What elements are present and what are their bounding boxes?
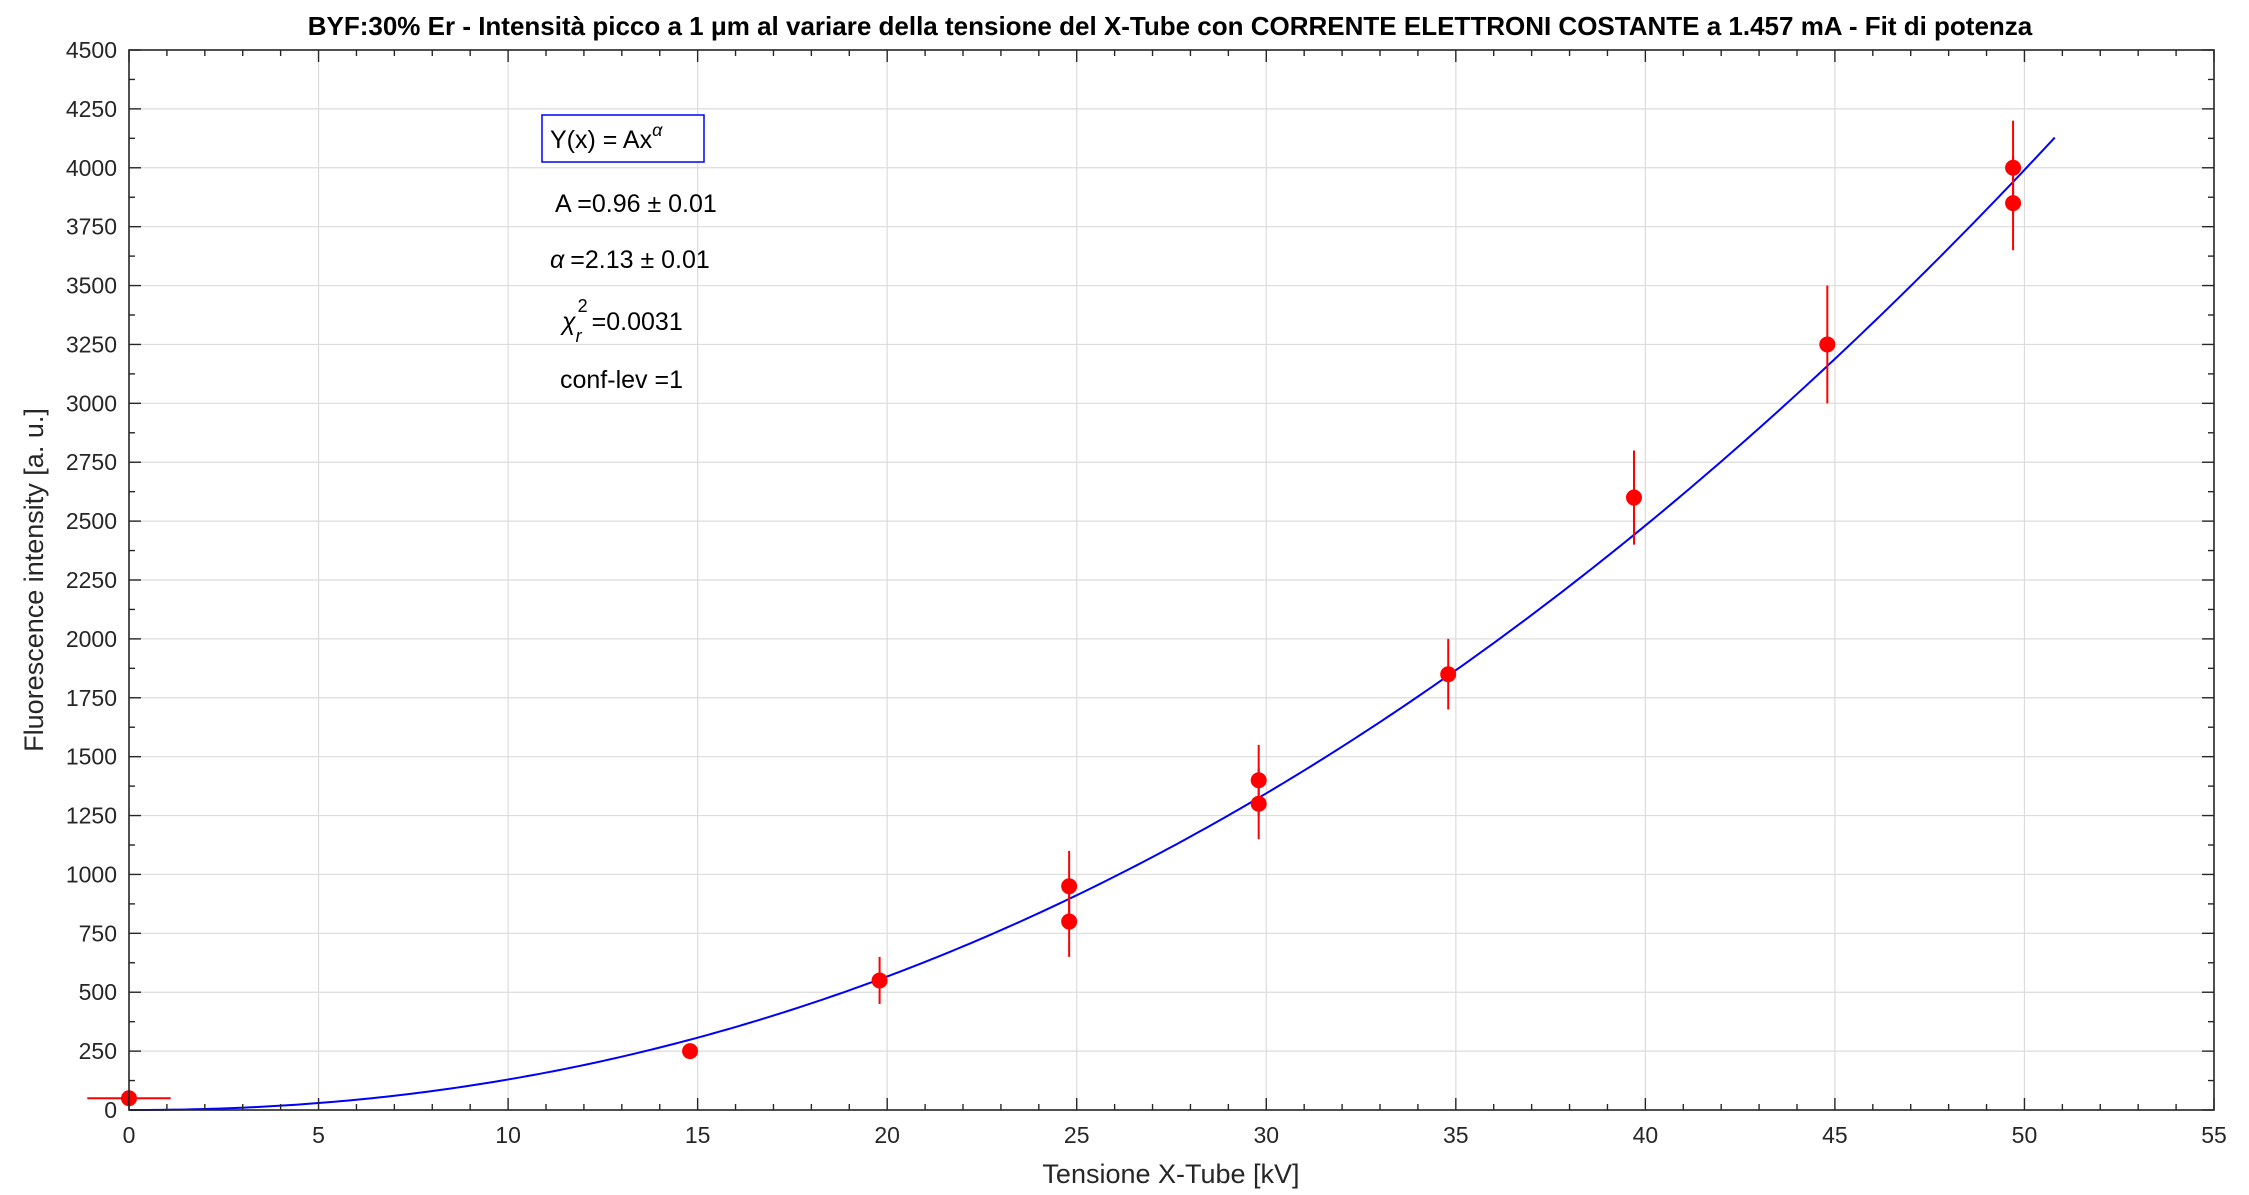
formula-box bbox=[541, 114, 705, 163]
y-tick-label: 3250 bbox=[66, 331, 117, 357]
point-marker bbox=[1819, 336, 1836, 353]
x-tick-label: 50 bbox=[2012, 1122, 2038, 1148]
y-tick-label: 4000 bbox=[66, 155, 117, 181]
y-tick-label: 4500 bbox=[66, 37, 117, 63]
point-marker bbox=[2005, 195, 2022, 212]
point-marker bbox=[871, 972, 888, 989]
param-alpha: α =2.13 ± 0.01 bbox=[550, 246, 710, 274]
point-marker bbox=[1250, 795, 1267, 812]
y-tick-label: 1000 bbox=[66, 861, 117, 887]
y-tick-label: 3750 bbox=[66, 214, 117, 240]
data-point bbox=[682, 1043, 699, 1060]
point-marker bbox=[682, 1043, 699, 1060]
fit-curve-layer bbox=[128, 136, 2056, 1111]
y-tick-label: 3000 bbox=[66, 390, 117, 416]
data-point bbox=[871, 956, 888, 1004]
y-tick-label: 2500 bbox=[66, 508, 117, 534]
y-tick-label: 1500 bbox=[66, 744, 117, 770]
data-point bbox=[1625, 450, 1642, 545]
x-axis-label: Tensione X-Tube [kV] bbox=[1042, 1159, 1299, 1189]
y-tick-label: 2000 bbox=[66, 626, 117, 652]
y-tick-label: 750 bbox=[79, 920, 117, 946]
y-tick-label: 1750 bbox=[66, 685, 117, 711]
x-tick-label: 0 bbox=[123, 1122, 136, 1148]
x-tick-label: 45 bbox=[1822, 1122, 1848, 1148]
x-tick-label: 30 bbox=[1253, 1122, 1279, 1148]
y-tick-label: 2750 bbox=[66, 449, 117, 475]
y-tick-label: 250 bbox=[79, 1038, 117, 1064]
data-points bbox=[87, 120, 2022, 1107]
x-tick-label: 20 bbox=[874, 1122, 900, 1148]
data-point bbox=[2005, 156, 2022, 251]
grid bbox=[128, 49, 2215, 1111]
fit-annotation: Y(x) = Axα A =0.96 ± 0.01 α =2.13 ± 0.01 … bbox=[541, 114, 717, 394]
x-tick-label: 35 bbox=[1443, 1122, 1469, 1148]
chi-square: χ2 r =0.0031 bbox=[560, 296, 683, 346]
x-tick-label: 55 bbox=[2201, 1122, 2227, 1148]
x-tick-label: 5 bbox=[312, 1122, 325, 1148]
x-tick-label: 15 bbox=[685, 1122, 711, 1148]
formula-text: Y(x) = Axα bbox=[550, 120, 663, 154]
y-axis-label: Fluorescence intensity [a. u.] bbox=[19, 408, 49, 752]
x-tick-label: 25 bbox=[1064, 1122, 1090, 1148]
y-tick-label: 4250 bbox=[66, 96, 117, 122]
data-point bbox=[1250, 768, 1267, 840]
y-tick-label: 0 bbox=[104, 1097, 117, 1123]
point-marker bbox=[1061, 913, 1078, 930]
y-tick-label: 2250 bbox=[66, 567, 117, 593]
data-point bbox=[1819, 285, 1836, 404]
y-tick-label: 500 bbox=[79, 979, 117, 1005]
point-marker bbox=[1625, 489, 1642, 506]
data-point bbox=[1061, 886, 1078, 957]
point-marker bbox=[1440, 666, 1457, 683]
ticks: 0 5 10 15 20 25 30 35 40 45 50 55 0 250 500 750 1000 1250… bbox=[66, 37, 2227, 1148]
chart-title: BYF:30% Er - Intensità picco a 1 μm al v… bbox=[308, 11, 2033, 41]
conf-level: conf-lev =1 bbox=[560, 366, 683, 394]
x-tick-label: 40 bbox=[1633, 1122, 1659, 1148]
fit-curve bbox=[128, 136, 2056, 1111]
x-tick-label: 10 bbox=[495, 1122, 521, 1148]
data-point bbox=[1440, 638, 1457, 710]
param-A: A =0.96 ± 0.01 bbox=[555, 190, 717, 218]
y-tick-label: 1250 bbox=[66, 803, 117, 829]
y-tick-label: 3500 bbox=[66, 273, 117, 299]
